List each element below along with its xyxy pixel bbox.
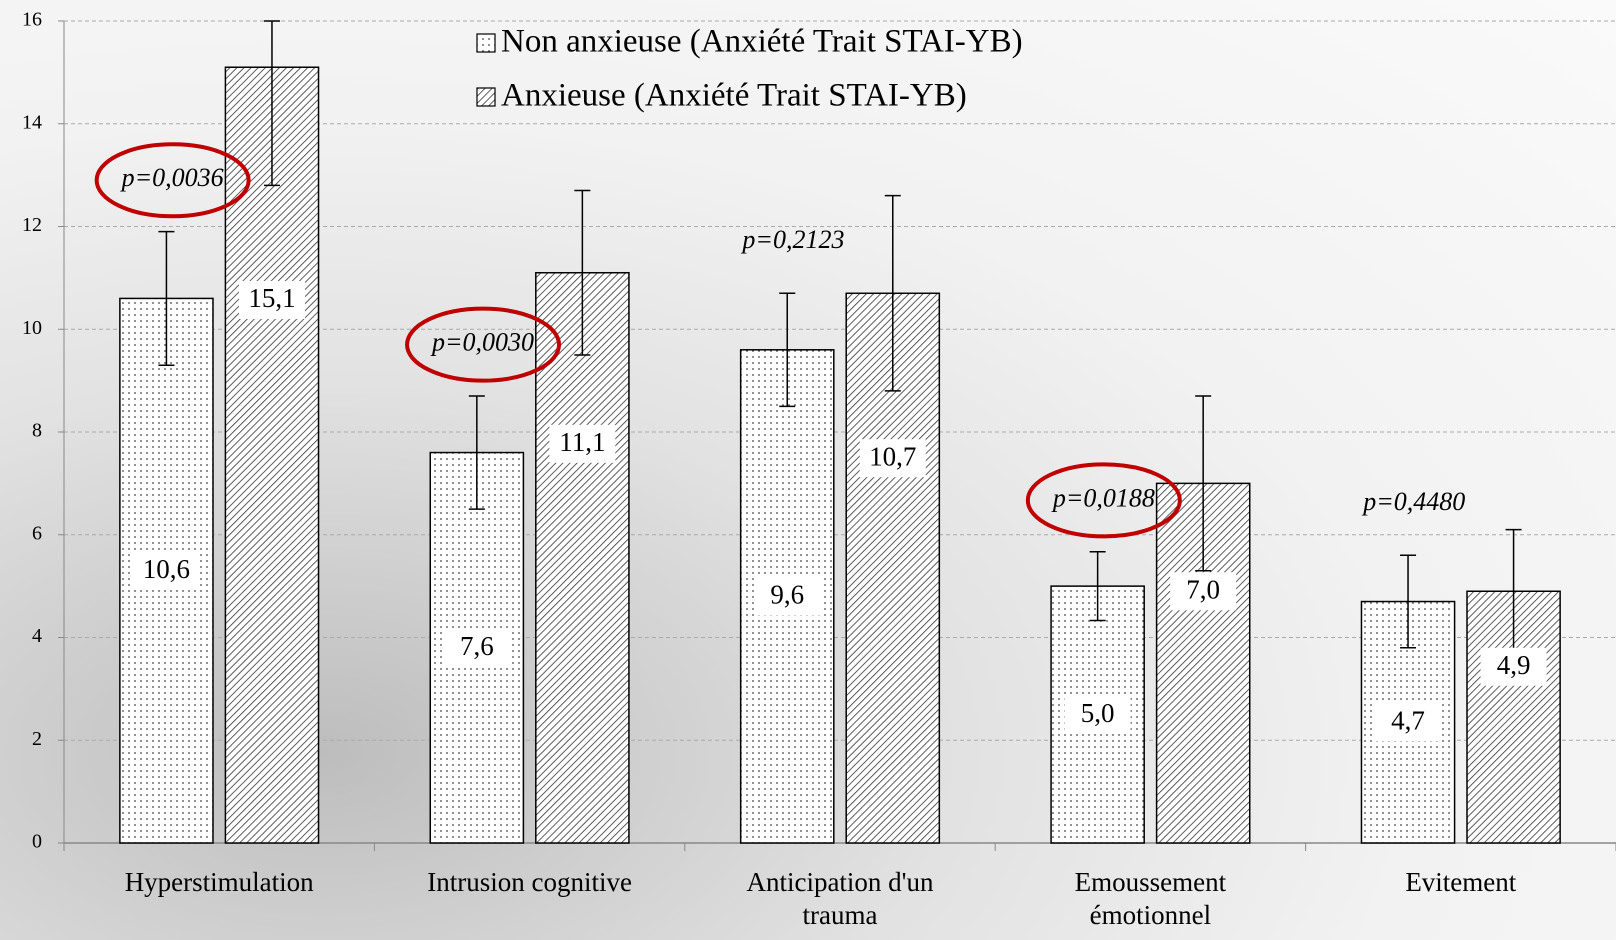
- legend-label: Anxieuse (Anxiété Trait STAI-YB): [501, 78, 967, 114]
- value-label: 9,6: [770, 580, 804, 610]
- value-label: 15,1: [248, 283, 295, 313]
- chart: 0 2 4 6 8 10 12 14 16 10,6 15,1 p=0,0036 7,6 11,1 p=0,…: [0, 0, 1616, 940]
- y-tick-label: 10: [22, 317, 42, 339]
- x-tick-label: Emoussement émotionnel: [1025, 866, 1275, 932]
- y-tick-label: 0: [32, 831, 42, 853]
- p-value: p=0,2123: [740, 225, 844, 254]
- page: 0 2 4 6 8 10 12 14 16 10,6 15,1 p=0,0036 7,6 11,1 p=0,…: [0, 0, 1616, 940]
- y-tick-label: 16: [22, 9, 42, 31]
- y-tick-label: 14: [22, 111, 42, 133]
- x-tick-label: Anticipation d'un trauma: [715, 866, 965, 932]
- y-tick-label: 6: [32, 522, 42, 544]
- value-label: 7,6: [460, 631, 494, 661]
- value-label: 4,9: [1497, 650, 1531, 680]
- value-label: 10,7: [869, 441, 916, 471]
- y-tick-label: 2: [32, 728, 42, 750]
- y-tick-label: 12: [22, 214, 42, 236]
- value-label: 11,1: [559, 427, 605, 457]
- value-label: 10,6: [143, 554, 190, 584]
- bar: [536, 273, 629, 843]
- p-value: p=0,0188: [1051, 483, 1155, 512]
- p-value: p=0,0030: [430, 328, 534, 357]
- legend-label: Non anxieuse (Anxiété Trait STAI-YB): [501, 24, 1023, 60]
- legend-swatch: [477, 88, 495, 106]
- value-label: 4,7: [1391, 705, 1425, 735]
- x-tick-label: Evitement: [1336, 866, 1586, 899]
- p-value: p=0,0036: [120, 163, 224, 192]
- p-value: p=0,4480: [1361, 487, 1465, 516]
- value-label: 5,0: [1081, 698, 1115, 728]
- value-label: 7,0: [1186, 574, 1220, 604]
- legend-swatch: [477, 34, 495, 52]
- y-tick-label: 4: [32, 625, 42, 647]
- x-tick-label: Intrusion cognitive: [405, 866, 655, 899]
- y-tick-label: 8: [32, 420, 42, 442]
- x-tick-label: Hyperstimulation: [94, 866, 344, 899]
